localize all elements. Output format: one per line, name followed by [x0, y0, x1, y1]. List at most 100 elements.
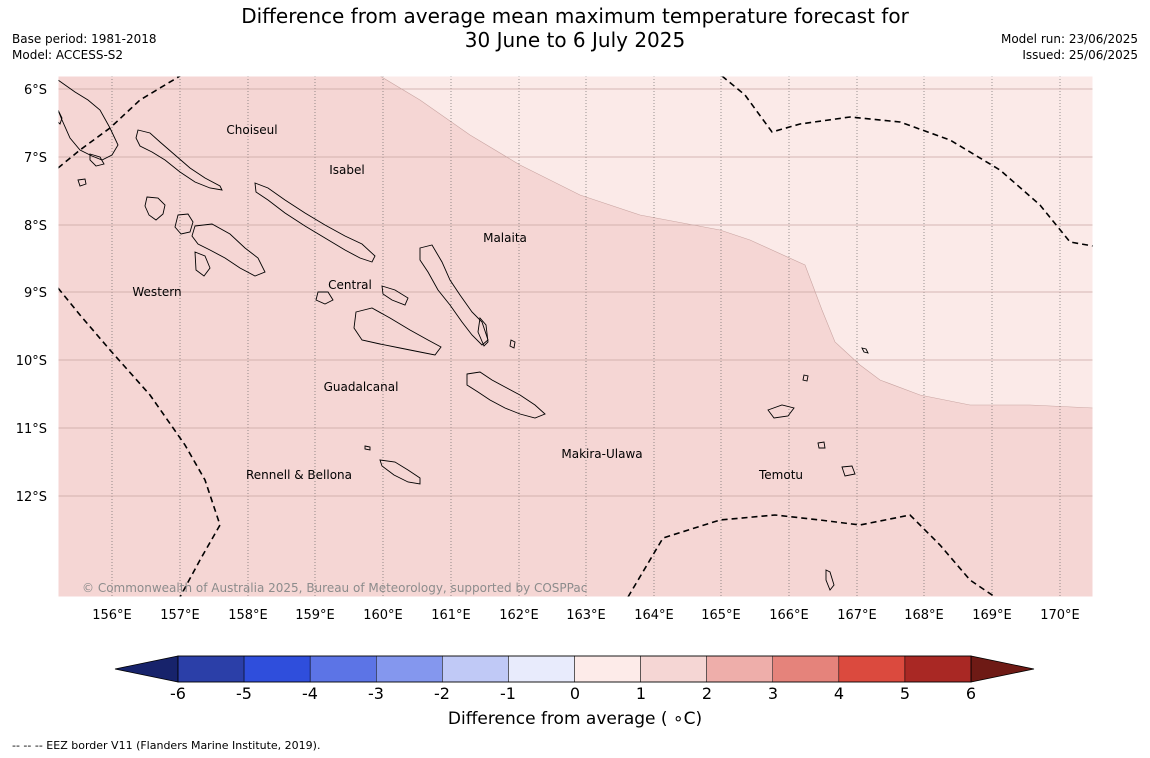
copyright-text: © Commonwealth of Australia 2025, Bureau…	[82, 581, 587, 595]
title-line-2: 30 June to 6 July 2025	[464, 28, 686, 52]
colorbar-tick-5: 5	[900, 684, 910, 703]
region-label-central: Central	[328, 278, 372, 292]
lon-label-166e: 166°E	[769, 608, 809, 623]
colorbar-tick-neg6: -6	[170, 684, 186, 703]
island-utupua	[817, 441, 826, 449]
meta-left: Base period: 1981-2018 Model: ACCESS-S2	[12, 31, 157, 63]
lat-label-11s: 11°S	[16, 422, 47, 437]
chart-title: Difference from average mean maximum tem…	[0, 4, 1150, 52]
colorbar-segment	[243, 655, 311, 683]
colorbar-under-arrow	[114, 655, 179, 683]
lon-label-160e: 160°E	[363, 608, 403, 623]
island-santa-cruz	[767, 404, 795, 419]
island-makira	[466, 371, 546, 419]
lon-label-156e: 156°E	[92, 608, 132, 623]
region-label-temotu: Temotu	[758, 468, 803, 482]
lon-label-165e: 165°E	[701, 608, 741, 623]
lat-label-7s: 7°S	[24, 151, 47, 166]
lon-label-162e: 162°E	[499, 608, 539, 623]
colorbar-tick-3: 3	[768, 684, 778, 703]
colorbar-segment	[309, 655, 377, 683]
anomaly-fill	[58, 76, 1093, 597]
island-vanikoro	[841, 465, 856, 477]
lat-label-12s: 12°S	[16, 490, 47, 505]
colorbar-tick-0: 0	[570, 684, 580, 703]
latitude-labels: 6°S 7°S 8°S 9°S 10°S 11°S 12°S	[16, 83, 47, 505]
island-duff	[861, 347, 869, 354]
island-bougainville	[57, 79, 119, 161]
island-choiseul	[135, 129, 223, 191]
eez-border-north-west	[58, 76, 181, 169]
anomaly-region-0-to-1	[379, 76, 1093, 409]
colorbar-label: Difference from average ( ∘C)	[447, 709, 703, 729]
colorbar-tick-2: 2	[702, 684, 712, 703]
colorbar-tick-6: 6	[966, 684, 976, 703]
lon-label-167e: 167°E	[837, 608, 877, 623]
colorbar: -6 -5 -4 -3 -2 -1 0 1 2 3 4 5 6	[114, 655, 1035, 703]
region-labels: Choiseul Isabel Malaita Western Central …	[132, 123, 803, 482]
colorbar-segment	[442, 655, 509, 683]
eez-borders	[58, 76, 1093, 597]
island-reef-islands	[802, 374, 809, 382]
colorbar-frame	[177, 655, 972, 683]
lon-label-158e: 158°E	[228, 608, 268, 623]
island-new-georgia	[191, 223, 266, 277]
map-frame	[57, 75, 1094, 598]
colorbar-segment	[508, 655, 575, 683]
lon-label-168e: 168°E	[904, 608, 944, 623]
colorbar-tick-neg5: -5	[236, 684, 252, 703]
island-malaita	[419, 244, 489, 346]
lat-label-6s: 6°S	[24, 83, 47, 98]
lat-label-10s: 10°S	[16, 354, 47, 369]
landmasses	[57, 79, 869, 591]
island-vella-lavella	[144, 196, 166, 221]
footnote: -- -- -- EEZ border V11 (Flanders Marine…	[12, 739, 321, 752]
colorbar-segment	[904, 655, 972, 683]
island-isabel	[254, 182, 376, 263]
region-label-isabel: Isabel	[329, 163, 364, 177]
colorbar-tick-4: 4	[834, 684, 844, 703]
lon-label-159e: 159°E	[295, 608, 335, 623]
colorbar-segment	[376, 655, 443, 683]
colorbar-tick-labels: -6 -5 -4 -3 -2 -1 0 1 2 3 4 5 6	[170, 684, 976, 703]
island-rennell	[379, 459, 421, 485]
island-bellona	[364, 445, 371, 451]
model-run: Model run: 23/06/2025	[1000, 32, 1138, 46]
region-label-makira-ulawa: Makira-Ulawa	[561, 447, 642, 461]
region-label-western: Western	[132, 285, 181, 299]
island-russell	[315, 291, 334, 305]
lon-label-161e: 161°E	[431, 608, 471, 623]
lat-label-8s: 8°S	[24, 219, 47, 234]
colorbar-tick-neg3: -3	[368, 684, 384, 703]
island-small-malaita	[477, 316, 489, 347]
lon-label-163e: 163°E	[566, 608, 606, 623]
issued-date: Issued: 25/06/2025	[1022, 48, 1138, 62]
colorbar-tick-1: 1	[636, 684, 646, 703]
colorbar-segment	[838, 655, 906, 683]
colorbar-tick-neg4: -4	[302, 684, 318, 703]
island-anuta	[825, 569, 835, 591]
colorbar-tick-neg1: -1	[500, 684, 516, 703]
lon-label-170e: 170°E	[1040, 608, 1080, 623]
lat-label-9s: 9°S	[24, 286, 47, 301]
region-label-rennell-bellona: Rennell & Bellona	[246, 468, 352, 482]
eez-border-south-east	[627, 514, 996, 597]
lon-label-164e: 164°E	[634, 608, 674, 623]
colorbar-segment	[640, 655, 707, 683]
longitude-labels: 156°E 157°E 158°E 159°E 160°E 161°E 162°…	[92, 608, 1080, 623]
colorbar-tick-neg2: -2	[434, 684, 450, 703]
island-kolombangara	[174, 213, 194, 235]
lon-label-169e: 169°E	[972, 608, 1012, 623]
region-label-guadalcanal: Guadalcanal	[324, 380, 399, 394]
gridlines	[58, 76, 1093, 597]
eez-border-south-west	[58, 287, 221, 597]
title-line-1: Difference from average mean maximum tem…	[241, 4, 909, 28]
island-guadalcanal	[353, 307, 442, 356]
island-rendova	[194, 251, 211, 277]
base-period: Base period: 1981-2018	[12, 32, 157, 46]
meta-right: Model run: 23/06/2025 Issued: 25/06/2025	[1001, 31, 1138, 63]
colorbar-over-arrow	[970, 655, 1035, 683]
island-ulawa	[509, 339, 516, 349]
region-label-choiseul: Choiseul	[226, 123, 277, 137]
